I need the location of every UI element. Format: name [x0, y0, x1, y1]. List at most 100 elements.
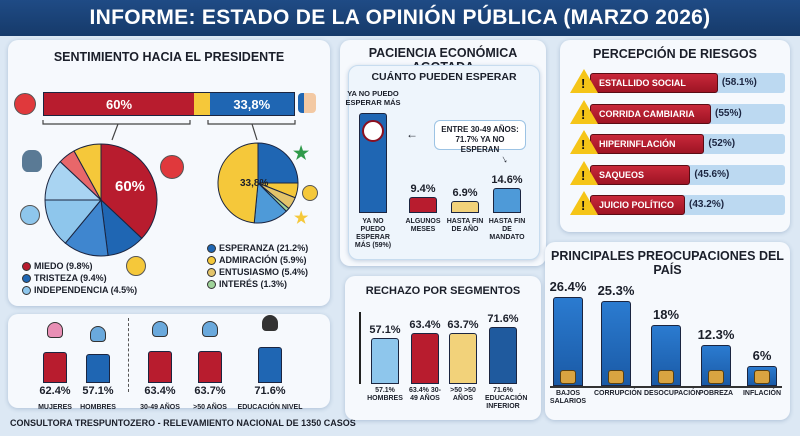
warning-exclamation: ! — [581, 167, 586, 183]
bar-value: 18% — [652, 307, 680, 323]
coins-icon — [560, 370, 576, 384]
y-axis — [359, 312, 361, 384]
neutral-segment — [194, 93, 210, 115]
legend-swatch — [22, 273, 31, 283]
person-icon — [202, 321, 218, 337]
warning-icon — [570, 160, 598, 185]
bar — [411, 333, 439, 384]
person-icon — [90, 326, 106, 342]
arrow-left-icon: ← — [406, 127, 418, 141]
bar-label: 63.4% 30-49 AÑOS — [409, 387, 441, 402]
bar-label: HASTA FIN DE AÑO — [446, 218, 484, 233]
risk-value: (58.1%) — [721, 77, 757, 88]
bar-value: 14.6% — [491, 174, 523, 187]
thumbs-up-icon — [298, 93, 316, 113]
risk-bar: ESTALLIDO SOCIAL — [590, 73, 718, 93]
sentiment-split-bar: 60% 33,8% — [43, 92, 295, 116]
risk-row: CORRIDA CAMBIARIA (55%)! — [570, 99, 785, 124]
warning-exclamation: ! — [581, 76, 586, 91]
bar-label: INFLACIÓN — [742, 390, 782, 397]
legend-swatch — [22, 285, 31, 295]
page-title: INFORME: ESTADO DE LA OPINIÓN PÚBLICA (M… — [0, 0, 800, 36]
risk-row: HIPERINFLACIÓN (52%)! — [570, 130, 785, 154]
scared-face-icon — [126, 256, 146, 276]
bar-label: CORRUPCIÓN — [594, 390, 642, 397]
legend-swatch — [22, 261, 31, 271]
bar — [449, 333, 477, 384]
legend-item: ENTUSIASMO (5.4%) — [207, 266, 308, 278]
legend-label: TRISTEZA (9.4%) — [34, 273, 107, 283]
bar — [43, 351, 67, 383]
warning-icon — [570, 99, 598, 124]
risk-row: JUICIO POLÍTICO (43.2%)! — [570, 191, 785, 215]
warning-exclamation: ! — [581, 106, 586, 122]
positive-pie — [217, 142, 299, 224]
bar — [493, 188, 521, 213]
legend-item: ESPERANZA (21.2%) — [207, 242, 308, 254]
clock-icon — [362, 120, 384, 142]
bar-label: >50 >50 AÑOS — [450, 387, 476, 402]
legend-swatch — [207, 255, 216, 265]
negative-pie-label: 60% — [114, 178, 146, 195]
bar-value: 57.1% — [369, 324, 401, 337]
bar-value: 6.9% — [452, 187, 478, 200]
sentiment-title: SENTIMIENTO HACIA EL PRESIDENTE — [53, 50, 285, 64]
judge-icon — [608, 370, 624, 384]
risk-value: (45.6%) — [694, 168, 730, 180]
rejection-title: RECHAZO POR SEGMENTOS — [365, 285, 521, 297]
negative-segment: 60% — [44, 93, 194, 115]
risk-bar: HIPERINFLACIÓN — [590, 134, 705, 154]
risk-value: (52%) — [708, 138, 736, 149]
legend-item: INDEPENDENCIA (4.5%) — [22, 284, 137, 296]
bar-value: YA NO PUEDO ESPERAR MÁS — [345, 89, 401, 107]
bar — [258, 347, 282, 383]
bar-value: 25.3% — [597, 282, 635, 298]
rising-chart-icon — [754, 370, 770, 384]
bar-value: 63.4% — [409, 319, 441, 332]
bar-label: 71.6% EDUCACIÓN INFERIOR — [485, 387, 528, 410]
bar — [86, 354, 110, 383]
bar-value: 71.6% — [487, 312, 519, 325]
bar-label: HASTA FIN DE MANDATO — [488, 218, 526, 241]
warning-exclamation: ! — [581, 137, 586, 152]
patience-subtitle: CUÁNTO PUEDEN ESPERAR — [371, 71, 517, 83]
bar-label: BAJOS SALARIOS — [549, 390, 587, 405]
divider — [128, 318, 129, 392]
positive-segment: 33,8% — [209, 93, 294, 115]
bar-value: 63.4% — [144, 385, 176, 397]
bar-label: 57.1% HOMBRES — [367, 387, 403, 402]
x-axis — [550, 386, 782, 388]
money-bag-icon — [708, 370, 724, 384]
risk-value: (43.2%) — [689, 199, 725, 210]
risk-bar: SAQUEOS — [590, 164, 691, 185]
risk-row: SAQUEOS (45.6%)! — [570, 160, 785, 185]
bar-label: HOMBRES — [80, 404, 116, 411]
bar-label: EDUCACIÓN NIVEL — [237, 404, 303, 411]
bar-value: 26.4% — [549, 279, 587, 295]
risk-bar: CORRIDA CAMBIARIA — [590, 103, 711, 124]
bar-label: DESOCUPACIÓN — [644, 390, 701, 397]
risk-row: ESTALLIDO SOCIAL (58.1%)! — [570, 69, 785, 93]
sentiment-pies — [42, 120, 299, 257]
pie-slice — [100, 143, 158, 240]
risk-bar: JUICIO POLÍTICO — [590, 195, 686, 215]
legend-label: ADMIRACIÓN (5.9%) — [219, 255, 307, 265]
pie-slice — [257, 142, 299, 184]
legend-item: MIEDO (9.8%) — [22, 260, 137, 272]
pie-slice — [73, 143, 102, 201]
legend-label: INDEPENDENCIA (4.5%) — [34, 285, 138, 295]
bracket-lines — [42, 120, 296, 141]
bar — [409, 197, 437, 213]
risk-value: (55%) — [715, 107, 742, 119]
warning-exclamation: ! — [581, 198, 586, 213]
legend-label: ENTUSIASMO (5.4%) — [219, 267, 309, 277]
risks-title: PERCEPCIÓN DE RIESGOS — [593, 47, 757, 61]
bar-label: 30-49 AÑOS — [140, 404, 180, 411]
person-icon — [47, 322, 63, 338]
bar — [489, 326, 517, 384]
bar-value: 63.7% — [194, 385, 226, 397]
sad-face-icon — [20, 205, 40, 225]
heart-eyes-icon — [302, 185, 318, 201]
negative-pie — [44, 143, 158, 257]
bar-value: 12.3% — [697, 326, 735, 342]
